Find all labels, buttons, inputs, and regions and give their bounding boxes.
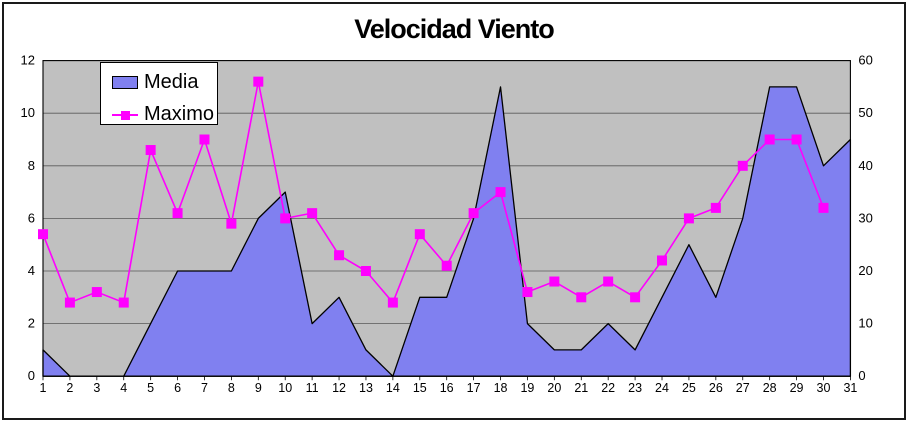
svg-text:14: 14 <box>386 381 400 395</box>
svg-text:27: 27 <box>736 381 750 395</box>
svg-text:0: 0 <box>858 368 865 383</box>
svg-text:0: 0 <box>28 368 35 383</box>
svg-text:13: 13 <box>359 381 373 395</box>
svg-text:2: 2 <box>28 316 35 331</box>
svg-text:8: 8 <box>28 158 35 173</box>
svg-text:3: 3 <box>93 381 100 395</box>
svg-text:25: 25 <box>682 381 696 395</box>
svg-text:17: 17 <box>467 381 481 395</box>
svg-text:16: 16 <box>440 381 454 395</box>
svg-text:50: 50 <box>858 105 872 120</box>
svg-text:11: 11 <box>306 381 319 395</box>
svg-text:28: 28 <box>763 381 777 395</box>
svg-text:6: 6 <box>28 210 35 225</box>
svg-text:22: 22 <box>601 381 615 395</box>
svg-text:20: 20 <box>547 381 561 395</box>
svg-text:10: 10 <box>858 316 872 331</box>
svg-text:15: 15 <box>413 381 427 395</box>
svg-text:21: 21 <box>574 381 588 395</box>
svg-text:10: 10 <box>21 105 35 120</box>
svg-text:23: 23 <box>628 381 642 395</box>
svg-text:40: 40 <box>858 158 872 173</box>
svg-text:30: 30 <box>858 210 872 225</box>
svg-text:2: 2 <box>66 381 73 395</box>
svg-text:12: 12 <box>21 53 35 68</box>
svg-text:18: 18 <box>494 381 508 395</box>
svg-text:29: 29 <box>790 381 804 395</box>
svg-text:6: 6 <box>174 381 181 395</box>
svg-text:9: 9 <box>255 381 262 395</box>
svg-text:19: 19 <box>520 381 534 395</box>
svg-text:60: 60 <box>858 53 872 68</box>
svg-text:20: 20 <box>858 263 872 278</box>
svg-text:7: 7 <box>201 381 208 395</box>
svg-text:12: 12 <box>332 381 346 395</box>
svg-text:4: 4 <box>120 381 127 395</box>
svg-text:30: 30 <box>817 381 831 395</box>
svg-text:26: 26 <box>709 381 723 395</box>
svg-text:5: 5 <box>147 381 154 395</box>
svg-text:1: 1 <box>40 381 47 395</box>
svg-text:24: 24 <box>655 381 669 395</box>
svg-text:10: 10 <box>278 381 292 395</box>
svg-text:4: 4 <box>28 263 35 278</box>
svg-text:31: 31 <box>843 381 857 395</box>
svg-text:8: 8 <box>228 381 235 395</box>
